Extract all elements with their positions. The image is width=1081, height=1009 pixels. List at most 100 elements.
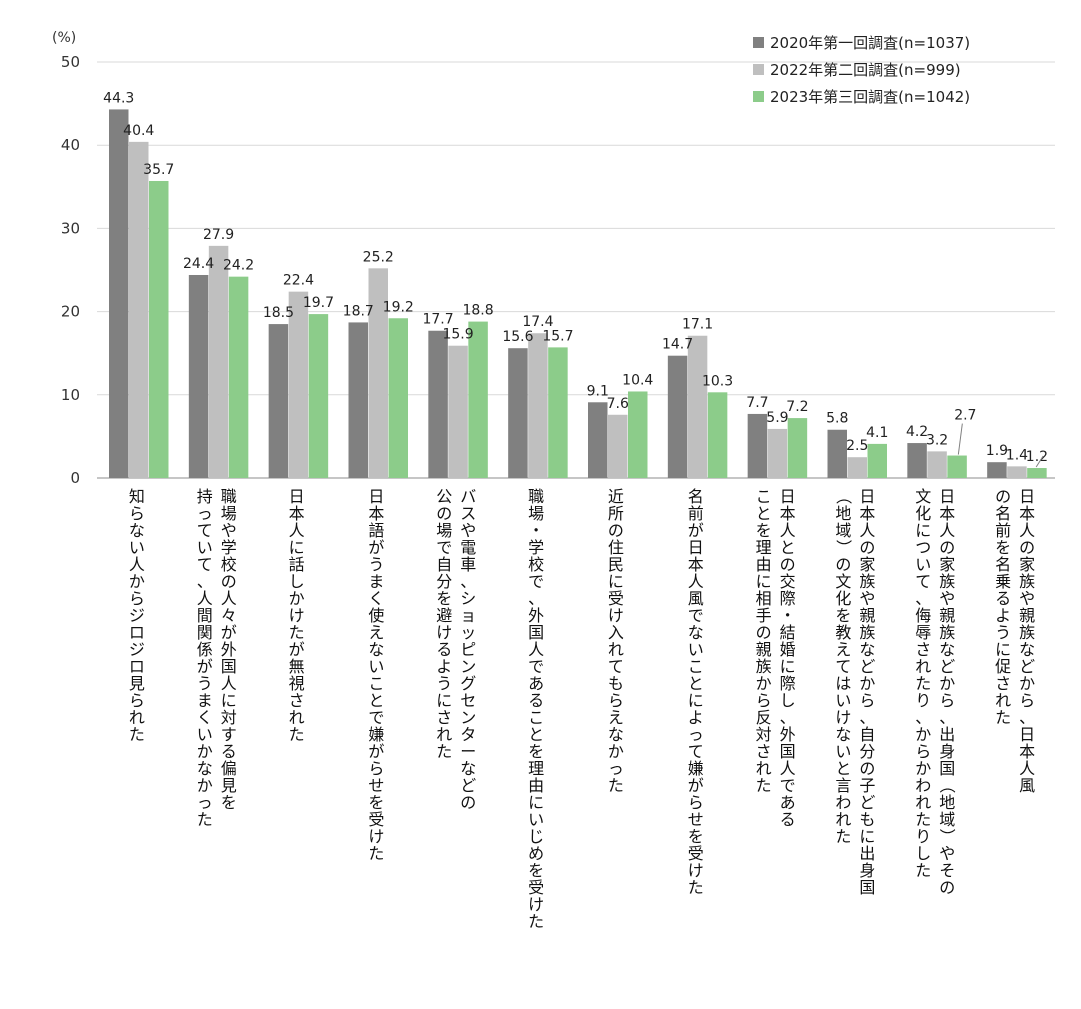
category-char: な	[835, 725, 851, 744]
category-char: を	[756, 521, 772, 540]
category-char: や	[460, 521, 476, 540]
bar	[149, 180, 169, 478]
category-char: る	[995, 589, 1011, 608]
category-char: い	[835, 742, 851, 761]
category-char: に	[221, 691, 237, 710]
category-char: い	[197, 725, 213, 744]
category-char: で	[688, 606, 704, 625]
category-char: 人	[289, 521, 305, 540]
category-char: 日	[859, 487, 875, 506]
category-char: た	[289, 623, 305, 642]
category-char: よ	[436, 657, 452, 676]
category-char: 本	[368, 504, 384, 523]
category-char: の	[835, 555, 851, 574]
category-char: 学	[221, 538, 237, 557]
category-char: 話	[289, 555, 305, 574]
data-label: 19.2	[383, 299, 414, 315]
category-char: 嫌	[368, 725, 384, 744]
data-label: 10.3	[702, 373, 733, 389]
category-char: ス	[460, 504, 476, 523]
category-char: か	[756, 674, 772, 693]
category-char: け	[608, 606, 624, 625]
category-char: る	[780, 810, 796, 829]
category-char: ら	[368, 759, 384, 778]
category-char: （	[938, 777, 957, 793]
category-char: て	[608, 657, 624, 676]
bar	[687, 335, 708, 478]
category-char: 無	[289, 657, 305, 676]
category-char: 地	[835, 504, 851, 523]
category-char: た	[915, 674, 931, 693]
bar	[428, 330, 448, 478]
category-char: 、	[859, 708, 875, 727]
category-char: と	[368, 691, 384, 710]
category-char: 間	[197, 606, 213, 625]
category-char: 職	[528, 487, 544, 506]
category-char: に	[756, 572, 772, 591]
bar	[288, 291, 309, 478]
category-char: た	[995, 708, 1011, 727]
bar	[628, 391, 648, 478]
category-char: る	[528, 691, 544, 710]
category-char: 族	[1019, 623, 1035, 642]
category-char: ら	[608, 691, 624, 710]
category-char: や	[939, 844, 955, 863]
category-char: 国	[221, 657, 237, 676]
category-char: 外	[528, 606, 544, 625]
category-char: が	[197, 657, 213, 676]
category-char: い	[368, 657, 384, 676]
category-char: 族	[756, 657, 772, 676]
category-char: の	[1019, 538, 1035, 557]
category-char: 場	[528, 504, 544, 523]
category-char: 日	[939, 487, 955, 506]
category-char: 相	[756, 589, 772, 608]
category-char: 親	[939, 606, 955, 625]
category-char: た	[289, 725, 305, 744]
bar	[767, 428, 788, 478]
legend-label: 2023年第三回調査(n=1042)	[770, 88, 970, 106]
category-char: り	[915, 827, 931, 846]
category-char: 手	[756, 606, 772, 625]
category-char: 対	[221, 708, 237, 727]
category-char: ら	[756, 691, 772, 710]
bar	[528, 333, 548, 478]
category-char: 侮	[915, 606, 931, 625]
category-char: 分	[859, 742, 875, 761]
bar	[588, 402, 608, 478]
category-char: 本	[1019, 504, 1035, 523]
category-char: け	[368, 827, 384, 846]
category-char: ジ	[129, 606, 145, 625]
bar	[508, 348, 528, 478]
category-char: れ	[835, 810, 851, 829]
category-char: さ	[995, 674, 1011, 693]
data-label: 1.2	[1026, 449, 1048, 465]
category-char: か	[939, 674, 955, 693]
data-label: 25.2	[363, 249, 394, 265]
category-char: と	[780, 538, 796, 557]
category-char: 本	[289, 504, 305, 523]
category-char: 国	[780, 742, 796, 761]
data-label: 17.1	[682, 317, 713, 333]
category-char: 住	[608, 538, 624, 557]
category-char: い	[129, 538, 145, 557]
data-label: 7.2	[786, 399, 808, 415]
category-char: 、	[780, 708, 796, 727]
category-char: 婚	[780, 640, 796, 659]
category-char: が	[688, 776, 704, 795]
category-char: 前	[995, 521, 1011, 540]
bar	[667, 355, 688, 478]
category-char: え	[608, 708, 624, 727]
bar	[847, 457, 867, 478]
category-char: 辱	[915, 623, 931, 642]
bar	[548, 347, 568, 478]
category-char: が	[289, 640, 305, 659]
bar	[1027, 468, 1047, 478]
category-char: そ	[939, 861, 955, 880]
bar	[129, 141, 149, 478]
category-char: 親	[756, 640, 772, 659]
category-char: 受	[608, 589, 624, 608]
category-char: 、	[1019, 708, 1035, 727]
bar	[109, 109, 129, 478]
category-char: 知	[129, 487, 145, 506]
